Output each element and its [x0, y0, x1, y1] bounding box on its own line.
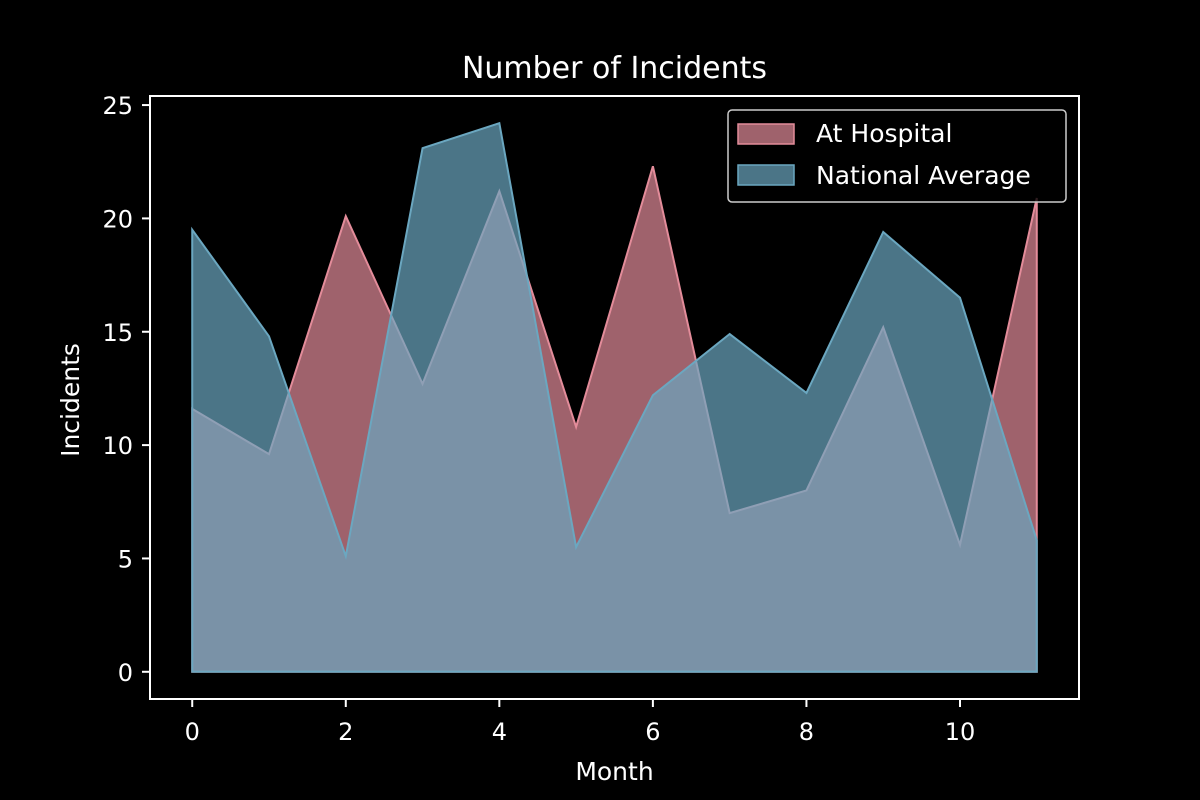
point-national-average-6 — [652, 394, 654, 396]
point-at-hospital-5 — [575, 426, 577, 428]
y-tick-label-20: 20 — [102, 205, 133, 233]
x-tick-label-4: 4 — [492, 718, 507, 746]
point-at-hospital-2 — [345, 215, 347, 217]
y-axis: 0 5 10 15 20 25 — [102, 92, 150, 687]
x-axis: 0 2 4 6 8 10 — [185, 699, 976, 746]
legend-swatch-at-hospital — [737, 123, 795, 145]
point-national-average-11 — [1036, 539, 1038, 541]
legend-label-at-hospital: At Hospital — [816, 119, 952, 148]
point-national-average-8 — [805, 392, 807, 394]
point-national-average-4 — [498, 122, 500, 124]
x-axis-label: Month — [575, 757, 653, 786]
chart-title: Number of Incidents — [462, 51, 767, 86]
point-at-hospital-6 — [652, 165, 654, 167]
plot-frame — [149, 95, 1080, 700]
y-tick-label-15: 15 — [102, 319, 133, 347]
point-national-average-10 — [959, 297, 961, 299]
point-national-average-9 — [882, 231, 884, 233]
point-national-average-0 — [191, 229, 193, 231]
legend-swatch-national-average — [737, 164, 795, 186]
point-national-average-2 — [345, 555, 347, 557]
series-layer — [191, 121, 1038, 673]
legend: At Hospital National Average — [727, 109, 1067, 203]
y-tick-label-5: 5 — [118, 545, 133, 573]
legend-box — [727, 109, 1067, 203]
y-tick-label-0: 0 — [118, 659, 133, 687]
x-tick-label-2: 2 — [338, 718, 353, 746]
y-tick-label-25: 25 — [102, 92, 133, 120]
point-national-average-1 — [268, 335, 270, 337]
area-national-average — [191, 121, 1038, 673]
x-tick-label-8: 8 — [799, 718, 814, 746]
legend-label-national-average: National Average — [816, 161, 1031, 190]
x-tick-label-10: 10 — [945, 718, 976, 746]
point-national-average-7 — [728, 333, 730, 335]
x-tick-label-0: 0 — [185, 718, 200, 746]
y-axis-label: Incidents — [56, 343, 85, 457]
point-national-average-3 — [421, 147, 423, 149]
x-tick-label-6: 6 — [645, 718, 660, 746]
y-tick-label-10: 10 — [102, 432, 133, 460]
point-national-average-5 — [575, 546, 577, 548]
